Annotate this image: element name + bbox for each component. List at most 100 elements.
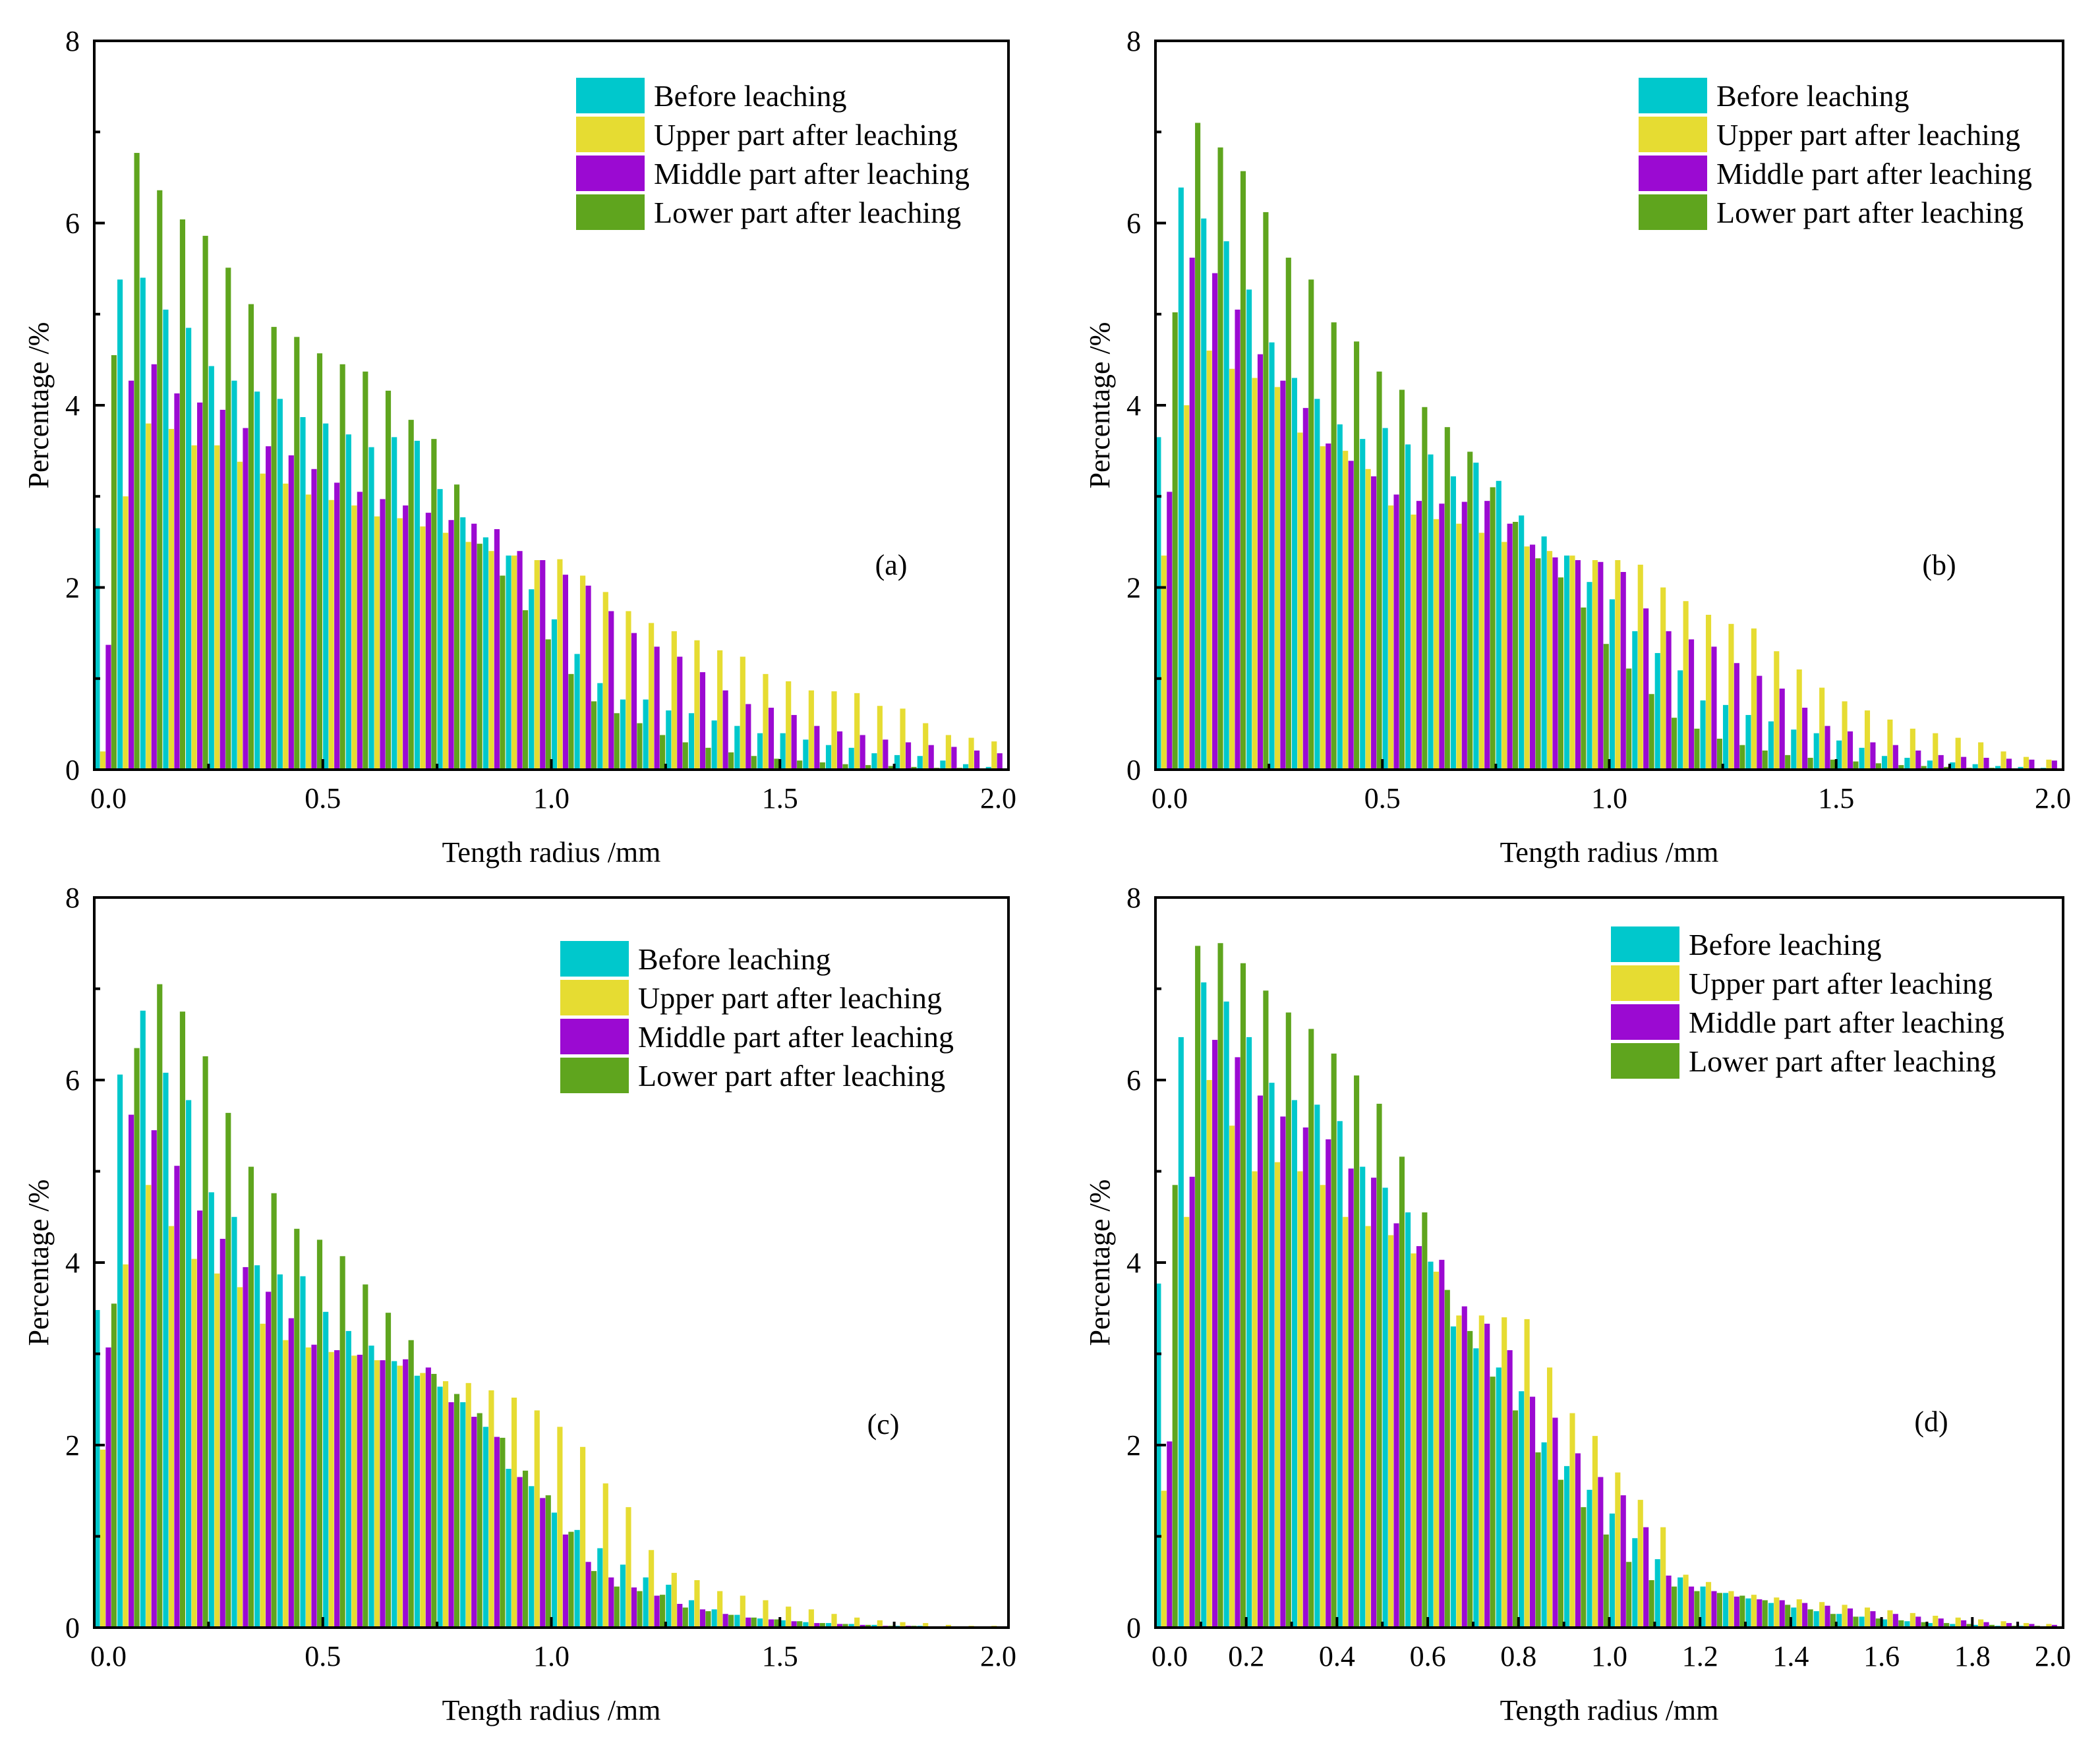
bar-lower-20 — [1626, 668, 1632, 770]
bar-before-29 — [1813, 1611, 1819, 1628]
bar-middle-28 — [1802, 707, 1808, 770]
bar-before-4 — [186, 327, 192, 770]
y-tick-label: 8 — [65, 882, 80, 914]
bar-lower-12 — [385, 1313, 392, 1628]
bar-before-38 — [963, 764, 969, 770]
bar-lower-5 — [225, 1112, 231, 1628]
bar-before-5 — [1269, 342, 1275, 770]
bar-middle-5 — [219, 409, 225, 770]
bar-lower-28 — [1807, 758, 1813, 770]
bar-before-10 — [323, 1311, 329, 1628]
bar-upper-29 — [1819, 1602, 1825, 1628]
bar-lower-28 — [751, 1617, 757, 1628]
bar-upper-16 — [465, 1382, 471, 1628]
bar-middle-14 — [1484, 501, 1490, 770]
bar-upper-2 — [1206, 351, 1212, 770]
bar-upper-4 — [1252, 1171, 1258, 1628]
y-tick-label: 0 — [1126, 754, 1141, 786]
bar-before-32 — [1881, 1619, 1888, 1628]
legend-swatch-before — [576, 78, 645, 113]
bar-upper-36 — [1978, 742, 1984, 770]
x-tick-label: 0.5 — [305, 1640, 341, 1672]
bar-upper-10 — [328, 1352, 334, 1628]
legend: Before leaching Upper part after leaching… — [1611, 926, 2004, 1079]
bar-lower-21 — [591, 1571, 597, 1628]
bar-before-30 — [1836, 740, 1842, 770]
bar-lower-8 — [294, 337, 300, 770]
bar-before-3 — [1223, 1001, 1229, 1628]
bar-lower-18 — [522, 610, 529, 770]
legend-swatch-upper — [560, 980, 629, 1015]
bar-before-15 — [437, 1386, 443, 1628]
bar-lower-16 — [1535, 1452, 1541, 1628]
bar-before-6 — [1291, 1100, 1297, 1628]
bar-upper-2 — [146, 423, 152, 770]
bar-middle-30 — [1847, 1608, 1853, 1628]
bar-upper-28 — [1796, 669, 1802, 770]
bar-middle-27 — [722, 690, 728, 770]
bar-before-5 — [208, 366, 214, 770]
bar-before-35 — [1950, 1624, 1956, 1628]
bar-lower-3 — [179, 219, 186, 770]
bar-middle-6 — [243, 1267, 248, 1628]
bar-upper-26 — [1751, 628, 1757, 770]
bar-upper-34 — [1933, 1615, 1939, 1628]
bar-before-7 — [254, 1265, 260, 1628]
bar-lower-9 — [1376, 371, 1382, 770]
bar-lower-29 — [1830, 1614, 1836, 1628]
bar-before-10 — [1382, 1187, 1388, 1628]
bar-middle-3 — [1235, 309, 1240, 770]
bar-upper-9 — [1365, 1226, 1371, 1628]
x-tick-label: 1.4 — [1772, 1640, 1809, 1672]
bar-lower-18 — [522, 1470, 529, 1628]
bar-middle-25 — [677, 656, 683, 770]
bar-lower-33 — [1921, 766, 1927, 770]
bar-middle-23 — [631, 1587, 637, 1628]
x-tick-label: 0.8 — [1500, 1640, 1536, 1672]
bar-lower-21 — [591, 701, 597, 770]
bar-before-22 — [597, 683, 603, 770]
bar-upper-31 — [808, 1609, 814, 1628]
bar-lower-13 — [408, 420, 414, 770]
bar-middle-27 — [722, 1614, 728, 1628]
bar-middle-37 — [2006, 758, 2012, 770]
bar-lower-6 — [248, 1166, 254, 1628]
chart-panel-b: 0 2 4 6 8 0.0 0.5 1.0 1.5 2.0 Tength radius /mm Per… — [1084, 25, 2071, 868]
bar-upper-18 — [1569, 1413, 1575, 1628]
bar-lower-31 — [819, 1623, 825, 1628]
bar-before-19 — [529, 589, 535, 770]
x-axis-title: Tength radius /mm — [442, 836, 661, 868]
bar-lower-6 — [248, 304, 254, 770]
bar-lower-27 — [728, 1614, 734, 1628]
y-tick-label: 6 — [65, 208, 80, 240]
y-tick-label: 6 — [1126, 1064, 1141, 1096]
bar-middle-35 — [1961, 756, 1967, 770]
bar-lower-20 — [568, 1531, 574, 1628]
bar-before-6 — [231, 380, 237, 770]
bar-middle-17 — [494, 529, 500, 770]
bar-upper-11 — [1411, 514, 1416, 770]
bar-before-18 — [506, 555, 511, 770]
bar-middle-3 — [174, 1166, 180, 1628]
bar-upper-38 — [2023, 1623, 2029, 1628]
bar-lower-25 — [682, 742, 688, 770]
bar-before-14 — [1473, 463, 1479, 770]
bar-middle-5 — [1280, 1116, 1286, 1628]
bar-before-27 — [711, 720, 717, 770]
bar-upper-27 — [1774, 1597, 1780, 1628]
bar-middle-14 — [425, 1367, 431, 1628]
bar-middle-24 — [1711, 646, 1717, 770]
bar-middle-36 — [1983, 1622, 1989, 1628]
legend-swatch-middle — [576, 156, 645, 191]
legend-swatch-lower — [576, 194, 645, 230]
legend-swatch-before — [1639, 78, 1707, 113]
bar-upper-25 — [1728, 1591, 1734, 1628]
bar-middle-2 — [151, 1130, 157, 1628]
x-tick-label: 1.5 — [762, 1640, 798, 1672]
bar-upper-8 — [283, 1340, 289, 1628]
bar-lower-29 — [774, 758, 780, 770]
x-tick-label: 1.0 — [533, 1640, 569, 1672]
bar-before-4 — [1246, 1037, 1252, 1628]
bar-upper-33 — [854, 1617, 860, 1628]
bar-lower-8 — [1354, 341, 1360, 770]
